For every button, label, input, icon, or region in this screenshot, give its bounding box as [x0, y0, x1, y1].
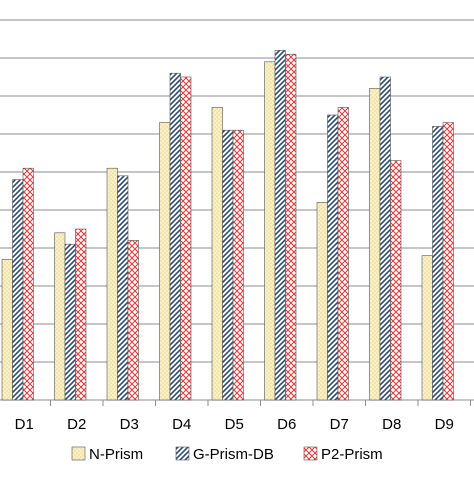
bar-p2-prism-D8 — [390, 160, 402, 401]
bar-n-prism-D7 — [316, 202, 328, 401]
x-tick-label-d9: D9 — [435, 416, 454, 433]
bar-p2-prism-D1 — [22, 167, 34, 401]
bars — [1, 50, 454, 401]
x-tick-labels: D1 D2 D3 D4 D5 D6 D7 D8 D9 — [15, 416, 454, 433]
x-tick-label-d6: D6 — [277, 416, 296, 433]
legend-swatch-n-prism — [71, 446, 86, 461]
bar-p2-prism-D2 — [75, 228, 87, 401]
bar-p2-prism-D3 — [127, 240, 139, 401]
x-tick-label-d3: D3 — [120, 416, 139, 433]
legend-swatch-g-prism-db — [175, 446, 190, 461]
legend-label-g-prism-db: G-Prism-DB — [193, 446, 274, 463]
bar-g-prism-db-D1 — [12, 179, 24, 401]
bar-p2-prism-D6 — [285, 53, 297, 401]
bar-g-prism-db-D3 — [117, 175, 129, 401]
bar-g-prism-db-D8 — [379, 76, 391, 401]
bar-n-prism-D5 — [211, 107, 223, 401]
bar-g-prism-db-D4 — [169, 72, 181, 401]
x-tick-label-d7: D7 — [330, 416, 349, 433]
bar-g-prism-db-D9 — [432, 126, 444, 401]
x-tick-label-d5: D5 — [225, 416, 244, 433]
bar-n-prism-D9 — [421, 255, 433, 401]
bar-p2-prism-D4 — [180, 76, 192, 401]
bar-g-prism-db-D7 — [327, 114, 339, 401]
x-tick-label-d8: D8 — [382, 416, 401, 433]
bar-n-prism-D2 — [54, 232, 66, 401]
bar-p2-prism-D9 — [442, 122, 454, 401]
legend-label-n-prism: N-Prism — [89, 446, 143, 463]
bar-n-prism-D1 — [1, 259, 13, 401]
bar-n-prism-D3 — [106, 167, 118, 401]
legend-swatch-p2-prism — [303, 446, 318, 461]
bar-p2-prism-D7 — [337, 107, 349, 401]
x-tick-label-d2: D2 — [67, 416, 86, 433]
bar-g-prism-db-D5 — [222, 129, 234, 401]
bar-n-prism-D6 — [264, 61, 276, 401]
legend: N-Prism G-Prism-DB P2-Prism — [71, 446, 383, 463]
x-tick-label-d1: D1 — [15, 416, 34, 433]
bar-g-prism-db-D2 — [64, 243, 76, 401]
bar-n-prism-D4 — [159, 122, 171, 401]
x-tick-label-d4: D4 — [172, 416, 191, 433]
bar-n-prism-D8 — [369, 88, 381, 401]
legend-label-p2-prism: P2-Prism — [321, 446, 383, 463]
bar-g-prism-db-D6 — [274, 50, 286, 401]
bar-p2-prism-D5 — [232, 129, 244, 401]
